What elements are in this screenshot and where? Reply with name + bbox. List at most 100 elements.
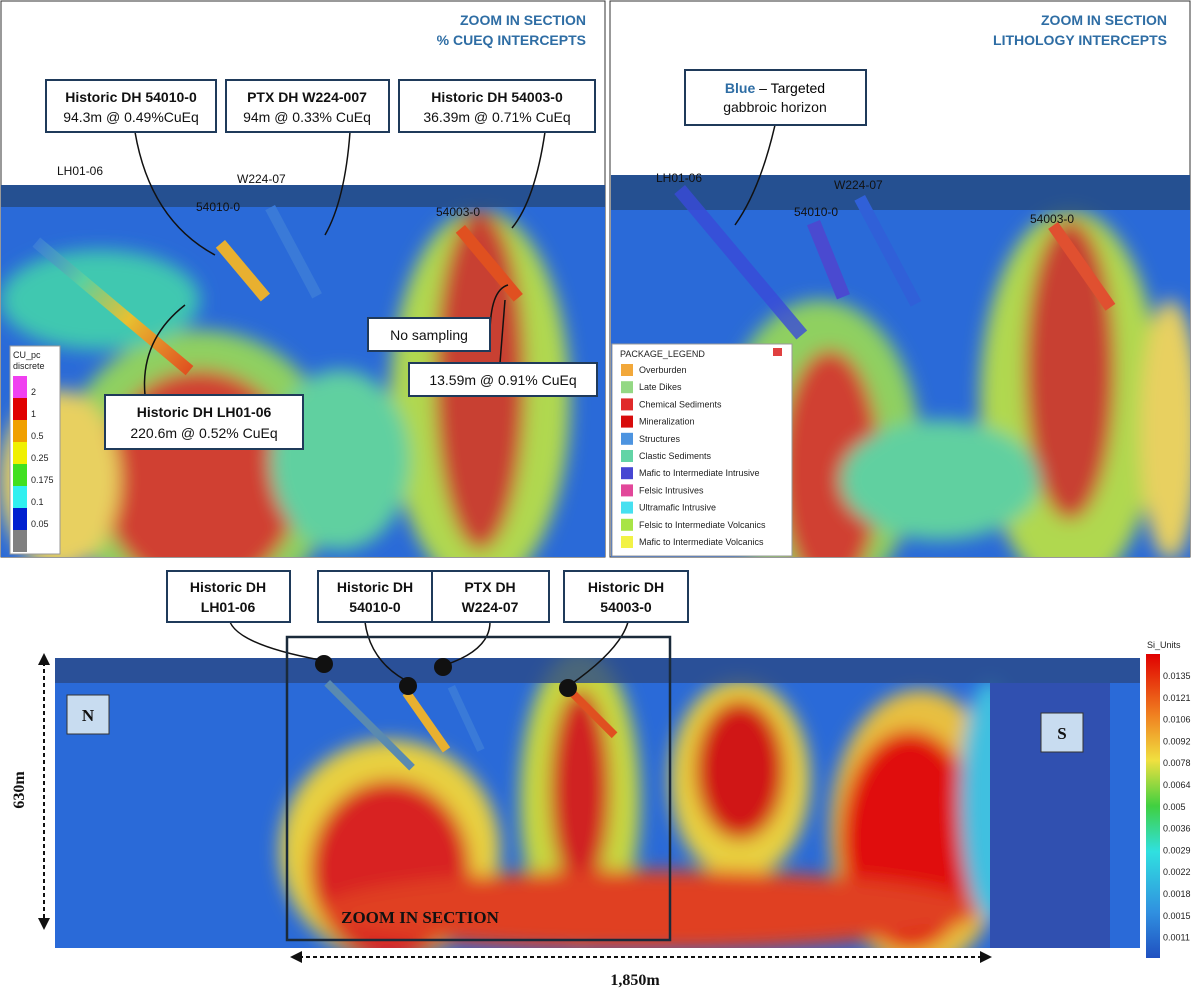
legend-label: 0.05 (31, 519, 49, 529)
south-label: S (1057, 724, 1066, 743)
legend-title: Si_Units (1147, 640, 1181, 650)
legend-label: 0.0018 (1163, 889, 1191, 899)
legend-swatch (621, 536, 633, 548)
callout-title: 54010-0 (349, 599, 401, 615)
legend-swatch (13, 420, 27, 442)
note: No sampling (390, 327, 468, 343)
legend-swatch (13, 442, 27, 464)
legend-swatch (621, 518, 633, 531)
legend-label: Mafic to Intermediate Volcanics (639, 537, 764, 547)
callout-title: LH01-06 (201, 599, 256, 615)
legend-swatch (621, 381, 633, 394)
legend-label: 0.0022 (1163, 867, 1191, 877)
collar-markers (315, 655, 577, 697)
si-legend: Si_Units 0.0135 0.0121 0.0106 0.0092 0.0078 0… (1145, 640, 1191, 960)
legend-label: Chemical Sediments (639, 399, 722, 409)
legend-label: Overburden (639, 365, 687, 375)
legend-label: 0.0015 (1163, 911, 1191, 921)
legend-label: 1 (31, 409, 36, 419)
hole-label: 54003-0 (1030, 212, 1074, 226)
callout-text: 220.6m @ 0.52% CuEq (130, 425, 277, 441)
legend-label: 0.175 (31, 475, 54, 485)
legend-swatch (621, 398, 633, 411)
legend-swatch (621, 484, 633, 497)
legend-label: 0.25 (31, 453, 49, 463)
legend-swatch (621, 364, 633, 376)
callout-title: 54003-0 (600, 599, 652, 615)
legend-swatch (13, 508, 27, 530)
legend-swatch (13, 530, 27, 552)
legend-label: 0.0092 (1163, 736, 1191, 746)
legend-label: 0.0029 (1163, 845, 1191, 855)
legend-label: 0.0106 (1163, 715, 1191, 725)
legend-swatch (621, 501, 633, 514)
hole-label: 54010-0 (196, 200, 240, 214)
callout-text: gabbroic horizon (723, 99, 827, 115)
hole-label: W224-07 (834, 178, 883, 192)
callout-title: PTX DH (464, 579, 515, 595)
legend-label: Felsic Intrusives (639, 485, 704, 495)
panel-title: ZOOM IN SECTION (1041, 12, 1167, 28)
callout-text: 36.39m @ 0.71% CuEq (423, 109, 570, 125)
callout-text: 94.3m @ 0.49%CuEq (63, 109, 199, 125)
highlight: Blue (725, 80, 756, 96)
panel-title: LITHOLOGY INTERCEPTS (993, 32, 1167, 48)
hole-label: LH01-06 (656, 171, 702, 185)
arrowheads (290, 951, 992, 963)
legend-swatch (621, 415, 633, 428)
legend-label: Mafic to Intermediate Intrusive (639, 468, 760, 478)
legend-label: 0.0064 (1163, 780, 1191, 790)
drill-holes (32, 185, 1116, 771)
panel-title: ZOOM IN SECTION (460, 12, 586, 28)
north-box (66, 694, 110, 735)
legend-label: 0.0036 (1163, 824, 1191, 834)
length-label: 1,850m (610, 972, 660, 989)
panel-title: % CUEQ INTERCEPTS (437, 32, 586, 48)
heatmap (55, 658, 1140, 948)
legend-swatch (13, 486, 27, 508)
heatmap (611, 175, 1190, 557)
note: 13.59m @ 0.91% CuEq (429, 372, 576, 388)
legend-label: 0.005 (1163, 802, 1186, 812)
legend-title: PACKAGE_LEGEND (620, 349, 705, 359)
callout-title: Historic DH (588, 579, 664, 595)
package-legend: PACKAGE_LEGEND Overburden Late Dikes Chemi… (611, 343, 793, 557)
legend-title: CU_pc (13, 350, 41, 360)
legend-label: 0.0121 (1163, 693, 1191, 703)
legend-swatch (621, 450, 633, 462)
callout-title: W224-07 (462, 599, 519, 615)
legend-swatch (621, 432, 633, 445)
legend-label: 0.0078 (1163, 758, 1191, 768)
callout-title: PTX DH W224-007 (247, 89, 367, 105)
hole-label: 54010-0 (794, 205, 838, 219)
callout-text: – Targeted (759, 80, 825, 96)
depth-label: 630m (11, 771, 28, 809)
south-box (1040, 712, 1084, 753)
legend-label: 2 (31, 387, 36, 397)
legend-label: Late Dikes (639, 382, 682, 392)
legend-swatch (13, 398, 27, 420)
legend-label: Clastic Sediments (639, 451, 712, 461)
legend-subtitle: discrete (13, 361, 45, 371)
legend-label: 0.1 (31, 497, 44, 507)
legend-label: Ultramafic Intrusive (639, 503, 716, 513)
arrows (134, 124, 776, 686)
legend-swatch (13, 464, 27, 486)
cu-legend: CU_pc discrete 2 1 0.5 0.25 0.175 0.1 0.05 (9, 345, 61, 555)
legend-swatch (13, 376, 27, 398)
callout-title: Historic DH 54010-0 (65, 89, 197, 105)
north-label: N (82, 706, 95, 725)
hole-label: W224-07 (237, 172, 286, 186)
legend-label: 0.0135 (1163, 671, 1191, 681)
zoom-frame (285, 635, 672, 942)
hole-label: LH01-06 (57, 164, 103, 178)
legend-label: Mineralization (639, 417, 695, 427)
hole-label: 54003-0 (436, 205, 480, 219)
zoom-label: ZOOM IN SECTION (341, 908, 499, 927)
legend-label: 0.0011 (1163, 933, 1190, 943)
legend-swatch (621, 467, 633, 480)
legend-label: 0.5 (31, 431, 44, 441)
legend-label: Felsic to Intermediate Volcanics (639, 520, 766, 530)
